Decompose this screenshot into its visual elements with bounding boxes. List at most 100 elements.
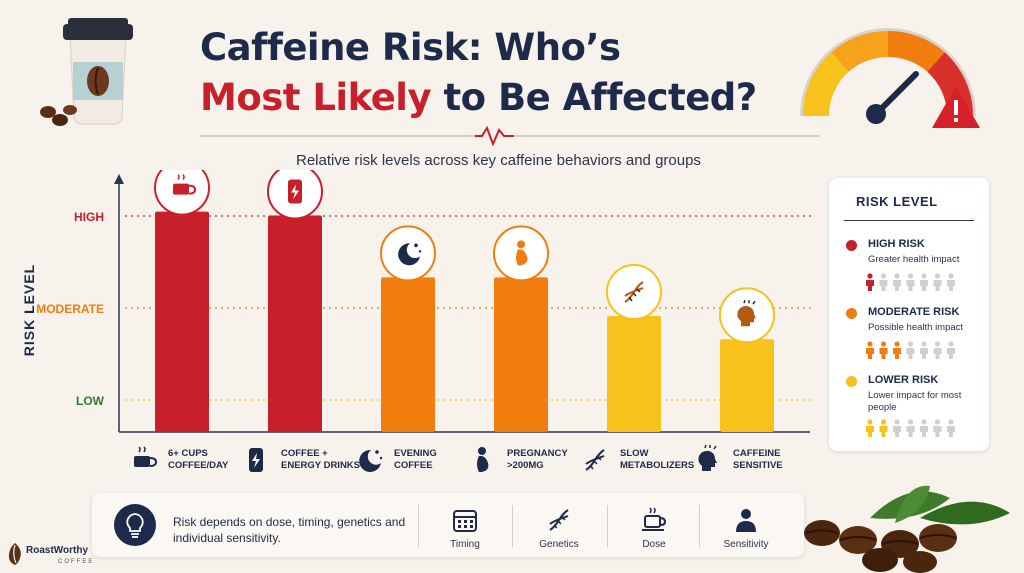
risk-gauge-icon [800, 28, 980, 128]
x-tick-label: 6+ CUPS [168, 448, 208, 459]
person-icon [920, 273, 928, 291]
dna-icon [549, 509, 569, 531]
legend-item-desc: Lower impact for most people [868, 390, 962, 413]
bar-icon-badge [719, 287, 775, 344]
legend-dot-low [846, 376, 857, 387]
bar-2 [381, 277, 435, 432]
footer-card [92, 493, 804, 557]
footer-factor-label: Sensitivity [723, 539, 769, 550]
person-icon [920, 419, 928, 437]
x-tick-label: PREGNANCY [507, 448, 568, 459]
x-label-coffee-cup-icon [134, 446, 158, 467]
legend-title-underline [844, 220, 974, 221]
person-icon [906, 273, 915, 291]
risk-bar-chart: RISK LEVEL LOW MODERATE HIGH 6+ CUPSCOFFEE/D… [21, 170, 812, 472]
person-icon [879, 419, 888, 437]
dna-icon [624, 281, 644, 303]
person-icon [866, 341, 874, 359]
legend-item-desc: Possible health impact [868, 322, 964, 333]
energy-drink-icon [288, 179, 302, 204]
legend-dot-moderate [846, 308, 857, 319]
person-icon [736, 509, 756, 532]
lightbulb-icon [114, 504, 156, 546]
legend-item-desc: Greater health impact [868, 254, 960, 265]
moon-stars-icon [398, 243, 422, 266]
x-label-pregnancy-icon [477, 447, 489, 472]
x-tick-label: COFFEE + [281, 448, 328, 459]
y-axis-label: RISK LEVEL [21, 264, 37, 356]
pregnancy-icon [516, 240, 528, 266]
footer-divider [512, 505, 513, 547]
footer-factor-label: Timing [450, 539, 480, 550]
x-tick-label: COFFEE/DAY [168, 460, 229, 471]
x-tick-label: ENERGY DRINKS [281, 460, 360, 471]
person-icon [879, 341, 888, 359]
page-title-line1: Caffeine Risk: Who’s [200, 26, 621, 69]
legend-people-row [866, 419, 955, 437]
person-icon [893, 341, 901, 359]
bar-5 [720, 339, 774, 432]
sensitive-head-icon [737, 299, 756, 327]
brand-subtitle: COFFEE [58, 559, 95, 565]
person-icon [933, 419, 942, 437]
x-tick-label: METABOLIZERS [620, 460, 694, 471]
x-label-energy-drink-icon [249, 448, 263, 472]
person-icon [947, 419, 955, 437]
legend-dot-high [846, 240, 857, 251]
bar-icon-badge [493, 225, 549, 282]
legend-item-name: MODERATE RISK [868, 306, 960, 318]
chart-subtitle: Relative risk levels across key caffeine… [296, 152, 701, 169]
person-icon [906, 341, 915, 359]
cup-icon [642, 507, 667, 531]
brand-name: RoastWorthy [26, 545, 89, 556]
bar-icon-badge [380, 225, 436, 282]
person-icon [947, 341, 955, 359]
title-highlight: Most Likely [200, 76, 432, 119]
person-icon [906, 419, 915, 437]
bar-icon-badge [154, 170, 210, 216]
bar-1 [268, 215, 322, 432]
brand-logo-icon [8, 543, 21, 565]
person-icon [933, 273, 942, 291]
person-icon [866, 273, 874, 291]
bar-0 [155, 211, 209, 432]
person-icon [933, 341, 942, 359]
coffee-cup-illustration [40, 18, 133, 126]
person-icon [920, 341, 928, 359]
bar-icon-badge [606, 264, 662, 320]
bar-3 [494, 277, 548, 432]
y-tick-label: LOW [76, 394, 105, 408]
x-tick-label: SENSITIVE [733, 460, 783, 471]
x-tick-label: EVENING [394, 448, 437, 459]
x-tick-label: >200MG [507, 460, 544, 471]
coffee-beans-illustration [804, 485, 1010, 573]
page-title-line2: Most Likely to Be Affected? [200, 76, 757, 119]
legend-item-name: LOWER RISK [868, 374, 939, 386]
x-tick-label: SLOW [620, 448, 649, 459]
x-label-sensitive-head-icon [698, 444, 717, 471]
footer-divider [699, 505, 700, 547]
bar-icon-badge [267, 170, 323, 220]
coffee-cup-icon [173, 174, 197, 195]
person-icon [866, 419, 874, 437]
y-axis-arrow [114, 174, 124, 184]
x-tick-label: COFFEE [394, 460, 433, 471]
legend-people-row [866, 341, 955, 359]
footer-factor-label: Genetics [539, 539, 579, 550]
legend-people-row [866, 273, 955, 291]
calendar-icon [453, 510, 477, 532]
legend-title: RISK LEVEL [856, 194, 938, 209]
x-tick-label: CAFFEINE [733, 448, 781, 459]
x-label-moon-stars-icon [359, 449, 383, 472]
person-icon [893, 273, 901, 291]
title-rest: to Be Affected? [431, 76, 757, 119]
person-icon [947, 273, 955, 291]
footer-factor-label: Dose [642, 539, 666, 550]
y-tick-label: MODERATE [36, 302, 104, 316]
person-icon [879, 273, 888, 291]
footer-divider [418, 505, 419, 547]
legend-item-name: HIGH RISK [868, 238, 925, 250]
x-label-dna-icon [585, 449, 605, 471]
footer-note: Risk depends on dose, timing, genetics a… [173, 515, 406, 545]
footer-divider [607, 505, 608, 547]
